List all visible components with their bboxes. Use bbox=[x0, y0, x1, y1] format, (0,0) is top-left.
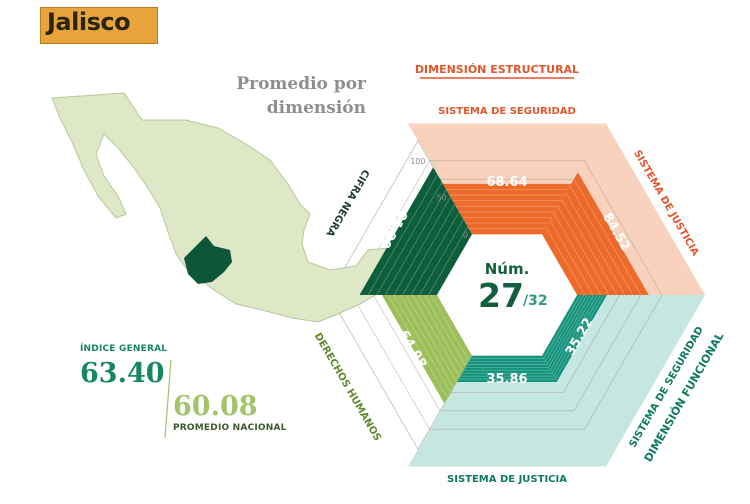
bar-stripe bbox=[418, 294, 464, 372]
bar-stripe bbox=[544, 294, 584, 362]
bar-2 bbox=[542, 172, 649, 295]
bar-4 bbox=[456, 355, 558, 382]
value-label-1: 68.64 bbox=[486, 175, 527, 190]
bar-stripe bbox=[548, 294, 591, 368]
bar-stripe bbox=[553, 294, 601, 376]
bar-stripe bbox=[399, 294, 454, 388]
bar-stripe bbox=[428, 226, 469, 296]
bar-3 bbox=[542, 295, 607, 382]
center-total: /32 bbox=[523, 293, 548, 309]
jalisco-highlight bbox=[184, 236, 232, 284]
bar-stripe bbox=[546, 294, 588, 365]
bar-stripe bbox=[545, 227, 586, 296]
bar-stripe bbox=[367, 174, 438, 296]
category-label-1: SISTEMA DE SEGURIDAD bbox=[438, 106, 576, 117]
bar-stripe bbox=[569, 185, 634, 296]
bar-stripe bbox=[430, 294, 470, 362]
bar-stripe bbox=[557, 206, 610, 296]
bar-stripe bbox=[410, 211, 460, 296]
bar-5 bbox=[381, 295, 472, 404]
bar-stripe bbox=[561, 199, 618, 296]
bar-stripe bbox=[554, 294, 604, 379]
bar-stripe bbox=[549, 294, 594, 371]
bar-stripe bbox=[393, 196, 451, 296]
bar-stripe bbox=[405, 294, 458, 383]
chart-subtitle: Promedio por dimensión bbox=[196, 72, 366, 120]
bar-stripe bbox=[384, 189, 447, 296]
center-label: Núm. bbox=[485, 260, 530, 278]
general-index-value: 63.40 bbox=[80, 358, 165, 389]
index-divider bbox=[164, 359, 172, 439]
center-rank: 27 bbox=[478, 276, 524, 315]
bar-1 bbox=[442, 183, 572, 235]
bar-stripe bbox=[573, 178, 642, 296]
region-badge bbox=[40, 7, 158, 44]
category-label-6: CIFRA NEGRA bbox=[323, 167, 370, 238]
subtitle-line-1: Promedio por bbox=[236, 74, 366, 94]
axis-tick-label: 50 bbox=[437, 194, 447, 203]
center-hexagon bbox=[437, 234, 577, 356]
bar-stripe bbox=[419, 219, 464, 296]
bar-stripe bbox=[387, 294, 448, 399]
functional-dimension-band bbox=[408, 295, 705, 467]
bar-stripe bbox=[551, 294, 598, 374]
structural-dimension-title: DIMENSIÓN ESTRUCTURAL bbox=[415, 63, 579, 76]
national-average-value: 60.08 bbox=[173, 391, 258, 422]
category-label-4: SISTEMA DE JUSTICIA bbox=[447, 474, 567, 485]
subtitle-line-2: dimensión bbox=[266, 98, 366, 118]
axis-tick-label: 0 bbox=[463, 230, 468, 239]
bar-stripe bbox=[376, 181, 443, 296]
national-average-label: PROMEDIO NACIONAL bbox=[173, 423, 287, 433]
bar-stripe bbox=[543, 294, 581, 359]
value-label-4: 35.86 bbox=[486, 372, 527, 387]
bar-stripe bbox=[393, 294, 451, 394]
general-index-label: ÍNDICE GENERAL bbox=[80, 344, 168, 354]
mexico-map-outline bbox=[51, 92, 409, 323]
region-title: Jalisco bbox=[47, 8, 131, 36]
bar-stripe bbox=[424, 294, 467, 367]
axis-tick-label: 100 bbox=[410, 157, 425, 166]
bar-stripe bbox=[412, 294, 461, 378]
bar-stripe bbox=[549, 220, 594, 296]
bar-6 bbox=[359, 167, 472, 295]
bar-stripe bbox=[553, 213, 602, 296]
mexico-map bbox=[51, 92, 409, 323]
bar-stripe bbox=[402, 204, 456, 296]
bar-stripe bbox=[565, 192, 626, 296]
